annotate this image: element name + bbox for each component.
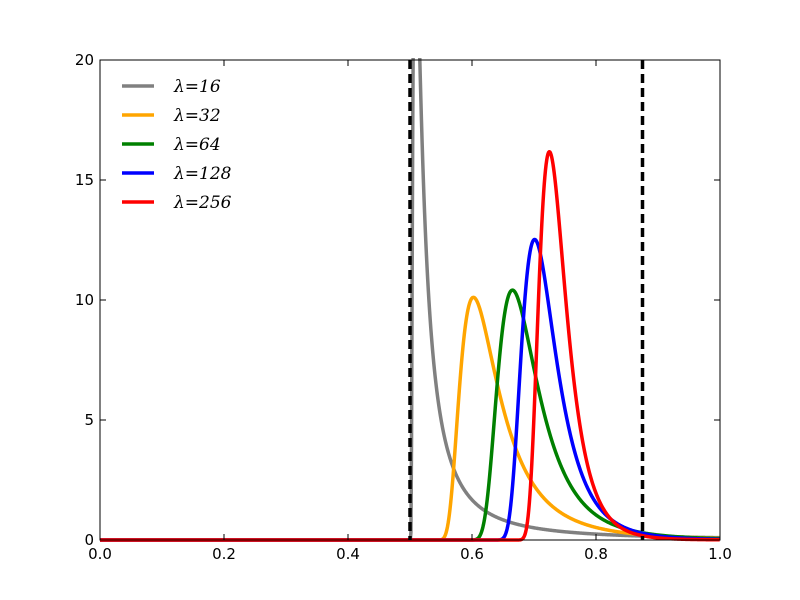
x-tick-label: 0.4 xyxy=(336,545,360,563)
legend-label-3: λ=128 xyxy=(173,164,232,184)
y-tick-label: 10 xyxy=(75,291,94,309)
legend-label-0: λ=16 xyxy=(173,77,221,97)
x-tick-label: 0.0 xyxy=(88,545,112,563)
legend-label-2: λ=64 xyxy=(173,135,221,155)
y-tick-label: 20 xyxy=(75,51,94,69)
y-tick-label: 0 xyxy=(84,531,94,549)
y-tick-label: 5 xyxy=(84,411,94,429)
x-tick-label: 0.2 xyxy=(212,545,236,563)
legend-label-4: λ=256 xyxy=(173,193,232,213)
x-tick-label: 1.0 xyxy=(708,545,732,563)
y-tick-label: 15 xyxy=(75,171,94,189)
x-tick-label: 0.8 xyxy=(584,545,608,563)
axes: 0.0 0.2 0.4 0.6 0.8 1.0 0 5 10 15 20 xyxy=(75,51,732,563)
x-tick-label: 0.6 xyxy=(460,545,484,563)
legend-label-1: λ=32 xyxy=(173,106,221,126)
legend: λ=16 λ=32 λ=64 λ=128 λ=256 xyxy=(122,77,232,213)
